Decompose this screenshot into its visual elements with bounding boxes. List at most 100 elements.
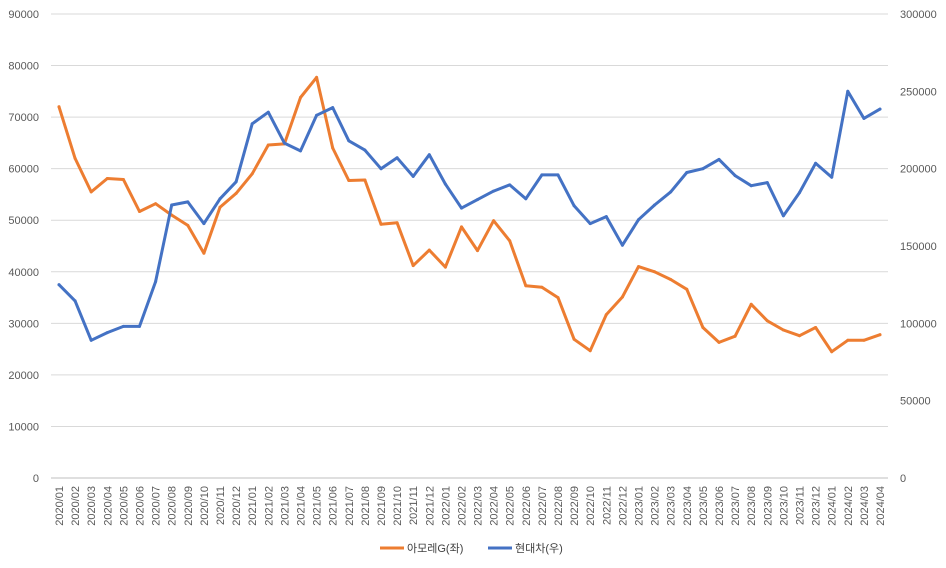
data-point-hyundai	[620, 243, 624, 247]
data-point-amore	[266, 143, 270, 147]
data-point-amore	[620, 295, 624, 299]
data-point-amore	[234, 191, 238, 195]
x-tick-label: 2020/08	[167, 486, 179, 526]
data-point-hyundai	[765, 181, 769, 185]
data-point-amore	[105, 177, 109, 180]
x-tick-label: 2023/01	[634, 486, 646, 526]
data-point-hyundai	[878, 107, 882, 111]
data-point-hyundai	[862, 116, 866, 120]
x-tick-label: 2024/01	[827, 486, 839, 526]
x-tick-label: 2022/11	[601, 486, 613, 525]
data-point-amore	[701, 326, 705, 329]
x-tick-label: 2020/03	[86, 486, 98, 526]
data-point-hyundai	[427, 153, 431, 157]
x-tick-label: 2020/05	[118, 486, 130, 526]
data-point-hyundai	[154, 280, 158, 284]
data-point-amore	[669, 278, 673, 281]
data-point-hyundai	[411, 174, 415, 178]
data-point-hyundai	[73, 299, 77, 303]
x-tick-label: 2020/01	[54, 486, 66, 526]
legend-label-amore: 아모레G(좌)	[407, 542, 463, 555]
data-point-hyundai	[347, 139, 351, 143]
data-point-amore	[798, 334, 801, 338]
data-point-amore	[476, 249, 479, 253]
data-point-amore	[508, 239, 512, 243]
data-point-hyundai	[540, 173, 544, 177]
data-point-amore	[556, 296, 560, 300]
legend-label-hyundai: 현대차(우)	[515, 542, 563, 555]
right-tick-label: 100000	[900, 318, 937, 330]
data-point-hyundai	[572, 204, 576, 208]
right-tick-label: 0	[900, 473, 906, 485]
x-axis: 2020/01 2020/02 2020/03 2020/04 2020/05 2020/…	[54, 486, 887, 526]
right-tick-label: 300000	[900, 9, 937, 21]
x-tick-label: 2022/03	[473, 486, 485, 526]
data-point-amore	[202, 251, 206, 255]
x-tick-label: 2022/12	[617, 486, 629, 526]
data-point-amore	[733, 334, 737, 338]
data-point-amore	[814, 326, 818, 329]
data-point-hyundai	[460, 206, 463, 210]
data-point-amore	[186, 223, 190, 227]
x-tick-label: 2023/02	[650, 486, 662, 526]
data-point-hyundai	[733, 174, 737, 178]
data-point-amore	[492, 219, 496, 223]
data-point-hyundai	[814, 161, 818, 165]
data-point-amore	[749, 302, 753, 306]
data-point-hyundai	[604, 215, 608, 219]
data-point-amore	[830, 350, 834, 354]
data-point-amore	[121, 178, 125, 181]
left-tick-label: 80000	[8, 61, 39, 73]
x-tick-label: 2024/04	[875, 486, 887, 526]
data-point-hyundai	[717, 157, 721, 161]
x-tick-label: 2021/07	[344, 486, 356, 526]
data-point-hyundai	[186, 200, 190, 204]
left-tick-label: 40000	[8, 267, 39, 279]
data-point-hyundai	[266, 110, 270, 114]
data-point-amore	[862, 338, 866, 342]
data-point-amore	[427, 248, 431, 252]
data-point-hyundai	[669, 190, 673, 194]
data-point-amore	[765, 319, 769, 323]
data-point-amore	[250, 172, 254, 176]
left-tick-label: 0	[33, 473, 39, 485]
data-point-amore	[460, 225, 463, 229]
data-point-hyundai	[443, 182, 447, 186]
data-point-amore	[604, 313, 608, 317]
x-tick-label: 2023/09	[762, 486, 774, 526]
data-point-amore	[685, 287, 689, 291]
data-point-hyundai	[138, 324, 141, 328]
x-tick-label: 2020/11	[215, 486, 227, 525]
left-tick-label: 10000	[8, 421, 39, 433]
data-point-hyundai	[685, 171, 689, 174]
data-point-hyundai	[250, 122, 254, 126]
data-point-amore	[331, 146, 335, 150]
right-tick-label: 50000	[900, 396, 931, 408]
x-tick-label: 2023/03	[666, 486, 678, 526]
x-tick-label: 2024/03	[859, 486, 871, 526]
x-tick-label: 2021/09	[376, 486, 388, 526]
data-point-amore	[379, 222, 383, 226]
right-tick-label: 150000	[900, 241, 937, 253]
legend: 아모레G(좌) 현대차(우)	[380, 542, 563, 555]
x-tick-label: 2022/07	[537, 486, 549, 526]
x-tick-label: 2020/09	[183, 486, 195, 526]
data-point-hyundai	[492, 189, 496, 193]
data-point-hyundai	[170, 203, 174, 207]
x-tick-label: 2022/02	[456, 486, 468, 526]
data-point-amore	[347, 179, 351, 182]
data-point-hyundai	[105, 331, 109, 335]
x-tick-label: 2022/06	[521, 486, 533, 526]
x-tick-label: 2023/10	[778, 486, 790, 526]
data-point-hyundai	[89, 338, 93, 342]
x-tick-label: 2023/06	[714, 486, 726, 526]
data-point-amore	[315, 75, 319, 79]
data-point-hyundai	[379, 167, 383, 171]
data-point-hyundai	[556, 173, 560, 177]
data-point-hyundai	[57, 283, 61, 287]
x-tick-label: 2021/08	[360, 486, 372, 526]
data-point-amore	[653, 270, 657, 274]
data-point-hyundai	[299, 149, 302, 153]
x-tick-label: 2020/02	[70, 486, 82, 526]
